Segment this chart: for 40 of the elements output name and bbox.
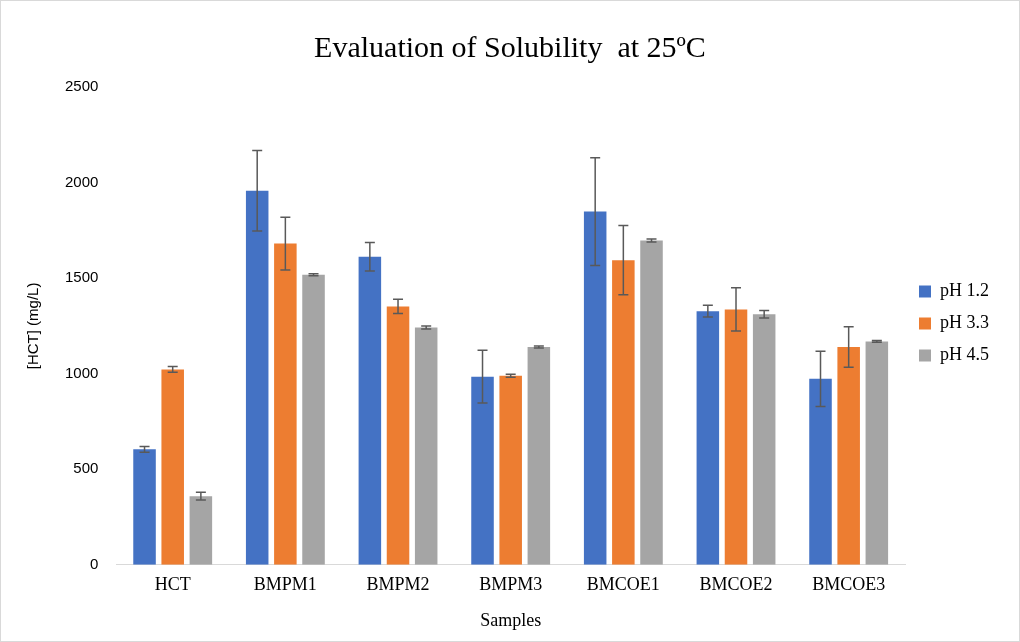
bar: [274, 243, 297, 565]
legend-label: pH 4.5: [940, 344, 989, 365]
bar: [245, 190, 269, 565]
bar: [133, 449, 156, 565]
bar: [161, 369, 184, 565]
x-tick-label: BMPM2: [366, 574, 430, 595]
bar: [696, 311, 720, 565]
y-tick-label: 2000: [64, 172, 99, 190]
bar: [583, 211, 607, 565]
x-tick-label: HCT: [154, 574, 191, 595]
bar: [752, 314, 776, 565]
y-tick-label: 500: [73, 459, 99, 477]
bar: [358, 256, 382, 565]
x-tick-label: BMPM3: [479, 574, 543, 595]
bar: [302, 274, 325, 565]
x-axis-title: Samples: [480, 609, 542, 630]
bar: [724, 309, 748, 565]
bar: [640, 240, 663, 565]
bar: [809, 378, 832, 565]
y-axis-title: [HCT] (mg/L): [24, 282, 42, 370]
y-tick-label: 1500: [64, 268, 99, 286]
bar: [527, 346, 551, 565]
bar: [837, 346, 860, 565]
chart-title: Evaluation of Solubility at 25ºC: [314, 29, 706, 63]
bar: [499, 375, 522, 565]
x-tick-label: BMCOE1: [586, 574, 660, 595]
bar: [471, 376, 494, 565]
bar: [386, 306, 410, 565]
legend-label: pH 3.3: [940, 312, 989, 333]
legend-label: pH 1.2: [940, 280, 989, 301]
bar: [414, 327, 438, 565]
x-tick-label: BMPM1: [253, 574, 317, 595]
bar: [865, 341, 889, 565]
y-tick-label: 1000: [64, 363, 99, 381]
y-tick-label: 0: [90, 554, 99, 572]
x-tick-label: BMCOE2: [699, 574, 773, 595]
y-tick-label: 2500: [64, 77, 99, 95]
bar: [612, 260, 635, 565]
x-tick-label: BMCOE3: [812, 574, 886, 595]
bar: [189, 496, 213, 565]
